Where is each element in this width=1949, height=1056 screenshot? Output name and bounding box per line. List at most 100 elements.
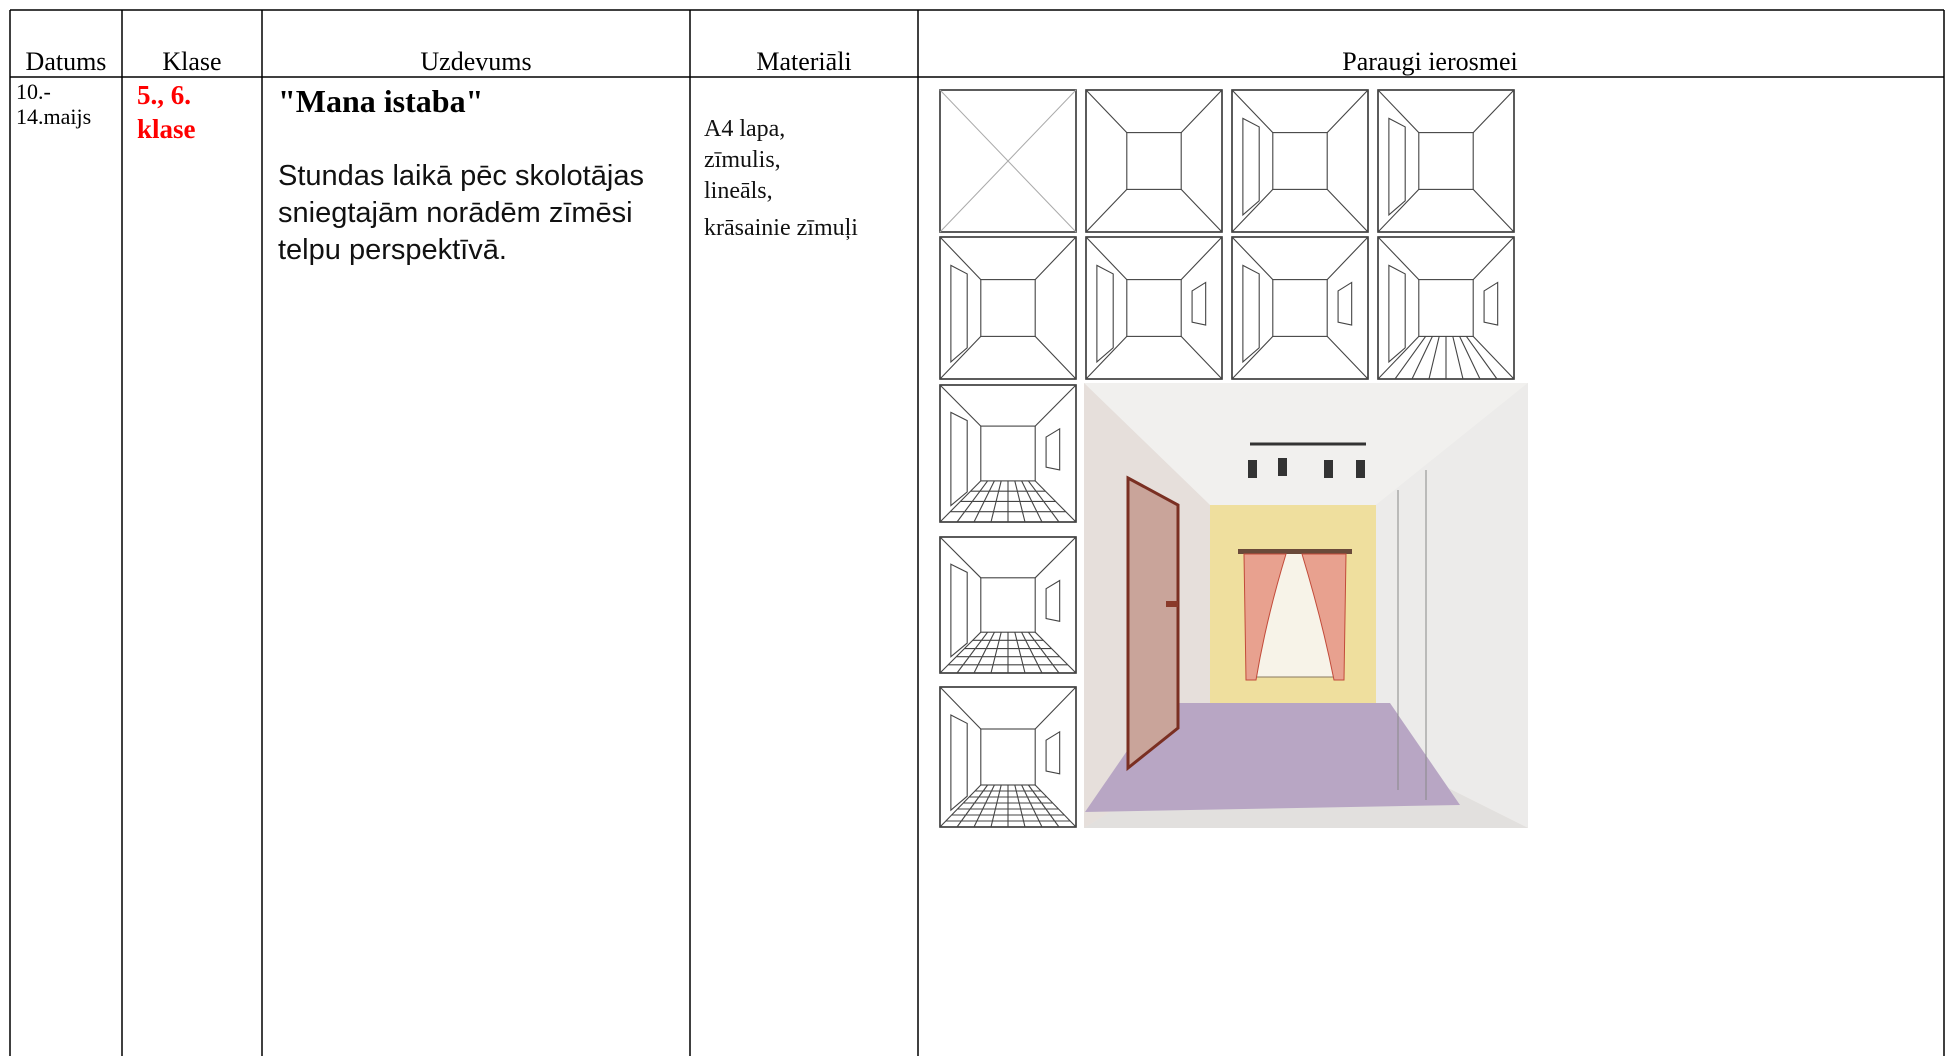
sketch-line (1394, 336, 1427, 380)
sketch-door (950, 714, 968, 812)
sketch-line (1377, 336, 1420, 380)
sketch-line (1034, 784, 1077, 828)
sketch-line (1272, 279, 1328, 337)
materials-line: zīmulis, (704, 147, 781, 173)
header-cell: Materiāli (756, 47, 851, 76)
sketch-line (1034, 384, 1077, 427)
sketch-window (1045, 579, 1061, 622)
sketch-line (973, 631, 995, 674)
sketch-line (1014, 632, 1026, 674)
sketch-line (939, 784, 982, 828)
sketch-line (1027, 631, 1060, 674)
sketch-line (1231, 189, 1274, 233)
task-line: Stundas laikā pēc skolotājas (278, 160, 644, 192)
sketch-line (1472, 89, 1515, 133)
table-borders (9, 9, 1945, 1056)
lamp (1278, 458, 1287, 476)
class-line: klase (137, 114, 196, 144)
lamp (1356, 460, 1365, 478)
sketch-line (1472, 236, 1515, 280)
sketch-door (1388, 117, 1406, 217)
class-line: 5., 6. (137, 80, 191, 110)
task-text: Stundas laikā pēc skolotājas sniegtajām … (278, 160, 644, 266)
sketch-line (1126, 132, 1182, 190)
sketch-door (950, 411, 968, 507)
sketch-window (1191, 281, 1207, 326)
task-title: "Mana istaba" (278, 83, 483, 119)
sketch-line (939, 631, 982, 674)
sketch-line (1021, 784, 1043, 828)
sketch-line (1411, 336, 1433, 380)
sketch-line (956, 631, 989, 674)
sketch-line (1180, 89, 1223, 133)
door (1126, 475, 1180, 772)
sketch-line (990, 632, 1002, 674)
curtain (1301, 553, 1347, 681)
sketch-line (939, 536, 982, 579)
materials-line: krāsainie zīmuļi (704, 215, 858, 241)
sketch-door (1242, 264, 1260, 364)
sketch-line (1326, 89, 1369, 133)
sketch-door (1096, 264, 1114, 364)
sketch-line (939, 89, 1077, 233)
sketch-line (1326, 236, 1369, 280)
curtain (1243, 553, 1287, 681)
sketch-line (1014, 784, 1026, 828)
date-cell: 10.- 14.maijs (16, 79, 91, 129)
sketch-line (1085, 336, 1128, 380)
date-line: 10.- (16, 79, 51, 104)
sketch-line (1465, 336, 1498, 380)
rug (1085, 703, 1460, 812)
sketch-line (1231, 236, 1274, 280)
sketch-line (1452, 336, 1464, 380)
sketch-door (950, 264, 968, 364)
sketch-line (1180, 336, 1223, 380)
sketch-line (1085, 89, 1128, 133)
sketch-line (1377, 236, 1420, 280)
sketch-line (1231, 89, 1274, 133)
header-cell: Klase (162, 47, 221, 76)
sketch-door (1242, 117, 1260, 217)
curtain-rod (1238, 549, 1352, 554)
header-cell: Paraugi ierosmei (1342, 47, 1517, 76)
date-line: 14.maijs (16, 104, 91, 129)
sketch-line (1180, 236, 1223, 280)
sketch-window (1337, 281, 1353, 326)
lamp (1248, 460, 1257, 478)
sketch-window (1045, 730, 1061, 775)
sketch-line (1021, 631, 1043, 674)
sketch-line (1231, 336, 1274, 380)
sketch-line (1472, 336, 1515, 380)
sketch-line (1377, 189, 1420, 233)
sketch-line (956, 784, 989, 828)
materials-cell: A4 lapa, zīmulis, lineāls, krāsainie zīm… (704, 116, 858, 241)
header-row: Datums Klase Uzdevums Materiāli Paraugi … (26, 47, 1518, 76)
header-cell: Uzdevums (420, 47, 531, 76)
sketch-line (1326, 336, 1369, 380)
door-handle (1166, 601, 1178, 607)
sketch-line (939, 336, 982, 380)
sketch-line (980, 279, 1036, 337)
sketch-line (939, 384, 982, 427)
materials-line: lineāls, (704, 178, 773, 204)
lamp (1324, 460, 1333, 478)
sketch-line (1459, 336, 1481, 380)
example-sketches (939, 89, 1515, 828)
sketch-line (1027, 784, 1060, 828)
sketch-line (1085, 189, 1128, 233)
sketch-window (1045, 427, 1061, 471)
sketch-line (939, 236, 982, 280)
sketch-line (1472, 189, 1515, 233)
sketch-line (1034, 336, 1077, 380)
sketch-line (1034, 686, 1077, 730)
right-wall (1376, 383, 1528, 828)
header-cell: Datums (26, 47, 107, 76)
sketch-line (1126, 279, 1182, 337)
sketch-line (973, 784, 995, 828)
materials-line: A4 lapa, (704, 116, 785, 142)
class-cell: 5., 6. klase (137, 80, 196, 144)
sketch-line (1326, 189, 1369, 233)
task-line: telpu perspektīvā. (278, 234, 507, 266)
sketch-line (1428, 336, 1440, 380)
